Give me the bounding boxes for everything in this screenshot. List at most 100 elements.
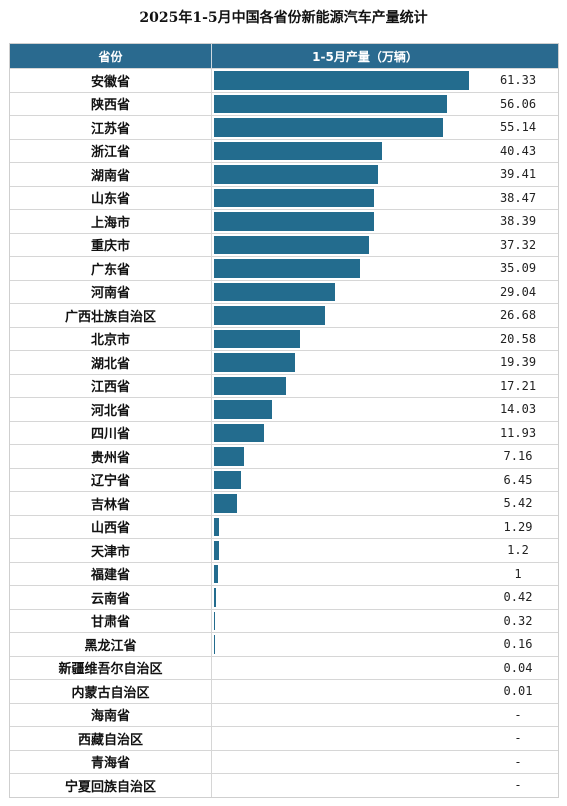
table-row: 广西壮族自治区 26.68 [10, 303, 558, 327]
bar [214, 329, 300, 348]
bar-cell: 0.04 [212, 657, 558, 680]
bar-cell: 26.68 [212, 304, 558, 327]
bar-cell: - [212, 751, 558, 774]
province-label: 吉林省 [10, 492, 212, 515]
province-label: 宁夏回族自治区 [10, 774, 212, 797]
table-row: 贵州省 7.16 [10, 444, 558, 468]
province-label: 山东省 [10, 186, 212, 209]
province-label: 广西壮族自治区 [10, 304, 212, 327]
bar-cell: 1 [212, 563, 558, 586]
bar [214, 635, 215, 654]
table-row: 天津市 1.2 [10, 538, 558, 562]
province-label: 云南省 [10, 586, 212, 609]
bar-cell: 1.29 [212, 516, 558, 539]
table-row: 河北省 14.03 [10, 397, 558, 421]
province-label: 重庆市 [10, 233, 212, 256]
value-label: 26.68 [499, 308, 537, 323]
bar-cell: 1.2 [212, 539, 558, 562]
bar-cell: 0.16 [212, 633, 558, 656]
value-label: 1.2 [507, 543, 529, 558]
table-row: 陕西省 56.06 [10, 91, 558, 115]
value-label: 6.45 [503, 472, 533, 487]
value-label: 61.33 [499, 73, 537, 88]
bar [214, 494, 237, 513]
province-label: 贵州省 [10, 445, 212, 468]
data-table: 省份 1-5月产量（万辆） 安徽省 61.33 陕西省 56.06 江苏省 55.14 浙江… [9, 43, 559, 798]
bar-cell: - [212, 774, 558, 797]
value-label: - [514, 778, 522, 793]
table-body: 安徽省 61.33 陕西省 56.06 江苏省 55.14 浙江省 40.43 湖南省 39.41… [10, 68, 558, 797]
table-row: 新疆维吾尔自治区 0.04 [10, 655, 558, 680]
table-row: 重庆市 37.32 [10, 232, 558, 257]
value-label: - [514, 754, 522, 769]
value-label: 0.04 [503, 660, 533, 675]
bar [214, 235, 370, 254]
province-label: 四川省 [10, 421, 212, 444]
table-row: 河南省 29.04 [10, 279, 558, 303]
bar [214, 282, 335, 301]
table-row: 湖南省 39.41 [10, 162, 558, 186]
province-label: 上海市 [10, 210, 212, 233]
value-label: 55.14 [499, 120, 537, 135]
value-label: 1 [514, 566, 522, 581]
table-row: 福建省 1 [10, 561, 558, 586]
province-label: 广东省 [10, 257, 212, 280]
province-label: 湖北省 [10, 351, 212, 374]
province-label: 陕西省 [10, 92, 212, 115]
value-label: 56.06 [499, 96, 537, 111]
value-label: 38.39 [499, 214, 537, 229]
value-label: 40.43 [499, 143, 537, 158]
value-label: - [514, 731, 522, 746]
table-row: 广东省 35.09 [10, 256, 558, 280]
bar-cell: 0.32 [212, 610, 558, 633]
province-label: 黑龙江省 [10, 633, 212, 656]
bar-cell: 38.47 [212, 187, 558, 210]
bar [214, 470, 241, 489]
bar-cell: 35.09 [212, 257, 558, 280]
table-row: 江苏省 55.14 [10, 115, 558, 139]
value-label: 37.32 [499, 237, 537, 252]
bar [214, 212, 374, 231]
bar [214, 376, 286, 395]
table-row: 北京市 20.58 [10, 326, 558, 350]
province-label: 北京市 [10, 327, 212, 350]
province-label: 甘肃省 [10, 609, 212, 632]
bar [214, 588, 216, 607]
table-row: 江西省 17.21 [10, 373, 558, 397]
bar [214, 400, 273, 419]
province-label: 江西省 [10, 374, 212, 397]
province-label: 安徽省 [10, 69, 212, 92]
bar [214, 353, 295, 372]
value-label: 0.01 [503, 684, 533, 699]
bar-cell: 39.41 [212, 163, 558, 186]
bar-cell: 38.39 [212, 210, 558, 233]
bar-cell: 11.93 [212, 422, 558, 445]
table-row: 上海市 38.39 [10, 209, 558, 233]
bar [214, 611, 216, 630]
bar [214, 259, 360, 278]
bar-cell: 40.43 [212, 140, 558, 163]
province-label: 江苏省 [10, 116, 212, 139]
bar [214, 564, 219, 583]
value-label: 11.93 [499, 425, 537, 440]
value-label: 14.03 [499, 402, 537, 417]
bar-cell: 14.03 [212, 398, 558, 421]
bar-cell: 19.39 [212, 351, 558, 374]
table-row: 辽宁省 6.45 [10, 467, 558, 491]
table-row: 西藏自治区 - [10, 726, 558, 750]
value-label: 39.41 [499, 167, 537, 182]
province-label: 福建省 [10, 562, 212, 585]
value-label: 0.16 [503, 637, 533, 652]
value-label: 20.58 [499, 331, 537, 346]
province-label: 辽宁省 [10, 468, 212, 491]
bar-cell: 37.32 [212, 234, 558, 257]
province-label: 新疆维吾尔自治区 [10, 656, 212, 679]
bar-cell: 5.42 [212, 492, 558, 515]
bar-cell: 55.14 [212, 116, 558, 139]
province-label: 海南省 [10, 703, 212, 726]
bar [214, 165, 378, 184]
table-row: 黑龙江省 0.16 [10, 632, 558, 656]
bar [214, 541, 219, 560]
province-label: 天津市 [10, 539, 212, 562]
bar [214, 71, 469, 90]
